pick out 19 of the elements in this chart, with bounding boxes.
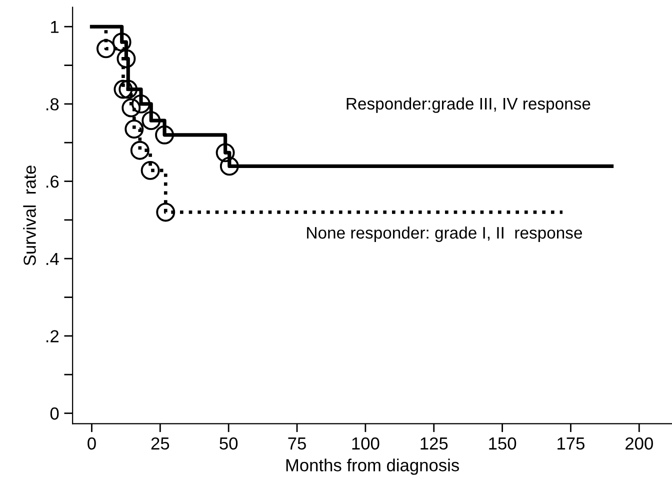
annotation: None responder: grade I, II response bbox=[307, 226, 582, 242]
y-tick-label: .6 bbox=[46, 175, 59, 188]
x-tick-label: 200 bbox=[626, 437, 653, 450]
x-axis-title: Months from diagnosis bbox=[286, 458, 459, 475]
x-tick-label: 25 bbox=[151, 437, 170, 450]
x-tick-label: 0 bbox=[88, 437, 96, 450]
y-tick-label: .8 bbox=[46, 98, 59, 110]
y-tick-label: .4 bbox=[46, 252, 59, 265]
x-tick-label: 150 bbox=[489, 437, 516, 450]
annotation: Responder:grade III, IV response bbox=[346, 97, 590, 113]
y-tick-label: 0 bbox=[50, 407, 59, 420]
x-tick-label: 125 bbox=[420, 437, 448, 450]
y-axis-title: Survival rate bbox=[23, 166, 36, 266]
x-tick-label: 100 bbox=[352, 437, 380, 450]
x-tick-label: 75 bbox=[288, 438, 306, 450]
y-tick-label: .2 bbox=[46, 330, 59, 342]
x-tick-label: 175 bbox=[558, 438, 584, 450]
y-tick-label: 1 bbox=[51, 20, 59, 33]
x-tick-label: 50 bbox=[220, 437, 238, 450]
